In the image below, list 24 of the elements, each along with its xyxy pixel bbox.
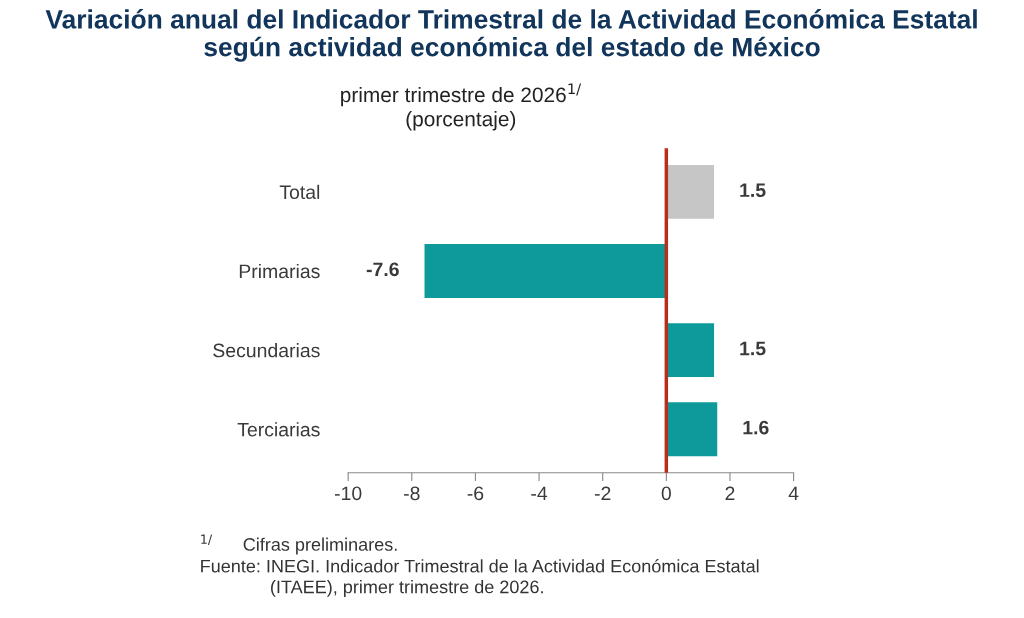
x-tick-label: -8 [404,486,420,501]
x-tick-label: 4 [788,486,799,501]
bar [666,402,718,457]
data-label: 1.5 [740,341,766,356]
bar [666,164,715,219]
data-label: 1.5 [740,183,766,198]
x-tick-label: -4 [531,486,548,501]
bar [666,323,715,378]
x-tick-label: 0 [661,486,671,501]
y-tick-label: Terciarias [237,422,320,437]
y-tick-label: Secundarias [213,343,320,358]
chart-title: Variación anual del Indicador Trimestral de la Actividad Económica Estatal según actividad económica del estado de México [45,9,977,62]
data-label: -7.6 [366,262,399,277]
x-tick-label: 2 [725,486,735,501]
x-tick-label: -2 [594,486,611,501]
data-label: 1.6 [743,420,769,435]
bar [424,244,667,298]
x-tick-label: -6 [467,486,484,501]
text: $^{1/}$ Cifras preliminares. [201,534,397,555]
y-tick-label: Total [279,184,320,200]
text: primer trimestre de 2026$^{1/}$ (porcentaje) [341,83,582,131]
x-tick-label: -10 [334,486,362,501]
source-note: Fuente: INEGI. Indicador Trimestral de la Actividad Económica Estatal (ITAEE), primer trimestre de 2026. [201,559,759,597]
y-tick-label: Primarias [239,263,320,279]
